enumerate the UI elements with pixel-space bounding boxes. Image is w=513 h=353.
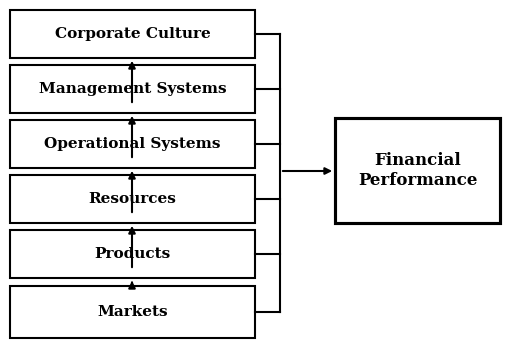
Text: Management Systems: Management Systems (38, 82, 226, 96)
Bar (10, 65, 255, 113)
Text: Operational Systems: Operational Systems (44, 137, 221, 151)
Bar (10, 120, 255, 168)
Bar (10, 286, 255, 338)
Text: Financial
Performance: Financial Performance (358, 152, 477, 189)
Text: Markets: Markets (97, 305, 168, 319)
Bar (335, 118, 500, 223)
Text: Resources: Resources (89, 192, 176, 206)
Bar (10, 175, 255, 223)
Bar (10, 230, 255, 278)
Text: Corporate Culture: Corporate Culture (54, 27, 210, 41)
Bar (10, 10, 255, 58)
Text: Products: Products (94, 247, 171, 261)
